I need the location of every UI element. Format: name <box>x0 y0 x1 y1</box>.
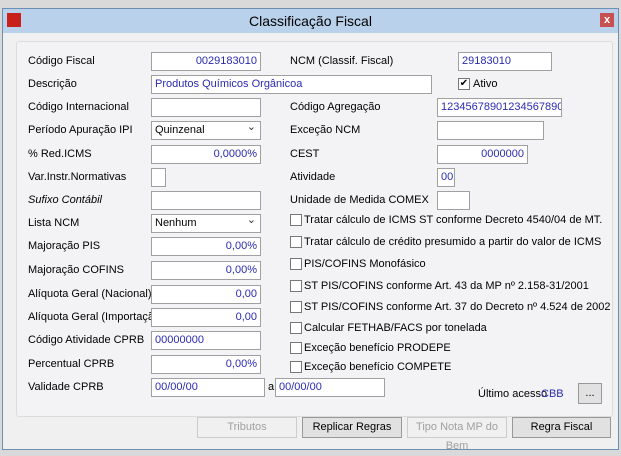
tributos-button[interactable]: Tributos <box>197 417 297 438</box>
left-field-label: % Red.ICMS <box>28 148 92 160</box>
right-field-label: CEST <box>290 148 320 160</box>
right-field-label: Exceção NCM <box>290 124 361 136</box>
ultimo-acesso-label: Último acesso <box>478 388 548 400</box>
option-label: ST PIS/COFINS conforme Art. 43 da MP nº … <box>304 280 589 292</box>
left-field-input[interactable]: 0,0000% <box>151 145 261 164</box>
ultimo-acesso-value: CBB <box>541 388 564 400</box>
right-field-input[interactable]: 12345678901234567890 <box>437 98 562 117</box>
left-field-input[interactable] <box>151 168 166 187</box>
right-field-input[interactable] <box>437 191 470 210</box>
ativo-checkbox[interactable]: ✔ <box>458 78 470 90</box>
option-label: PIS/COFINS Monofásico <box>304 258 426 270</box>
app-logo-icon <box>7 13 21 27</box>
more-button[interactable]: ... <box>578 383 602 404</box>
left-field-input[interactable] <box>151 98 261 117</box>
option-checkbox[interactable] <box>290 322 302 334</box>
left-field-input[interactable]: Produtos Químicos Orgânicoa <box>151 75 432 94</box>
option-checkbox[interactable] <box>290 301 302 313</box>
left-field-label: Período Apuração IPI <box>28 124 133 136</box>
right-field-input[interactable]: 0000000 <box>437 145 528 164</box>
right-field-label: Atividade <box>290 171 336 183</box>
ativo-label: Ativo <box>473 78 498 90</box>
option-label: Calcular FETHAB/FACS por tonelada <box>304 322 487 334</box>
replicar-regras-button[interactable]: Replicar Regras <box>302 417 402 438</box>
left-field-label: Majoração PIS <box>28 240 101 252</box>
left-field-select[interactable]: Nenhum <box>151 214 261 233</box>
left-field-label: Alíquota Geral (Nacional) <box>28 288 152 300</box>
regra-fiscal-button[interactable]: Regra Fiscal <box>512 417 611 438</box>
left-field-input[interactable]: 0,00% <box>151 237 261 256</box>
validade-from-input[interactable]: 00/00/00 <box>151 378 265 397</box>
right-field-label: Código Agregação <box>290 101 381 113</box>
left-field-input[interactable]: 0,00 <box>151 285 261 304</box>
validade-to-input[interactable]: 00/00/00 <box>275 378 385 397</box>
option-checkbox[interactable] <box>290 342 302 354</box>
right-field-label: Unidade de Medida COMEX <box>290 194 429 206</box>
right-field-input[interactable]: 002 <box>437 168 455 187</box>
title-bar[interactable]: Classificação Fiscal x <box>3 9 618 33</box>
left-field-label: Lista NCM <box>28 217 80 229</box>
tipo-nota-mp-button[interactable]: Tipo Nota MP do Bem <box>407 417 507 452</box>
left-field-input[interactable]: 0,00% <box>151 355 261 374</box>
left-field-label: Código Atividade CPRB <box>28 334 145 346</box>
validade-separator: a <box>268 381 275 393</box>
option-checkbox[interactable] <box>290 236 302 248</box>
left-field-label: Descrição <box>28 78 77 90</box>
option-checkbox[interactable] <box>290 258 302 270</box>
left-field-label: Código Internacional <box>28 101 129 113</box>
option-label: Exceção benefício PRODEPE <box>304 342 451 354</box>
close-button[interactable]: x <box>600 13 614 27</box>
validade-cprb-label: Validade CPRB <box>28 381 104 393</box>
right-field-label: NCM (Classif. Fiscal) <box>290 55 394 67</box>
left-field-label: Sufixo Contábil <box>28 194 102 206</box>
option-label: Tratar cálculo de crédito presumido a pa… <box>304 236 602 248</box>
option-label: Exceção benefício COMPETE <box>304 361 452 373</box>
option-label: Tratar cálculo de ICMS ST conforme Decre… <box>304 214 603 226</box>
left-field-input[interactable]: 0,00 <box>151 308 261 327</box>
left-field-label: Código Fiscal <box>28 55 95 67</box>
left-field-input[interactable]: 00000000 <box>151 331 261 350</box>
left-field-select[interactable]: Quinzenal <box>151 121 261 140</box>
left-field-input[interactable] <box>151 191 261 210</box>
left-field-input[interactable]: 0,00% <box>151 261 261 280</box>
option-checkbox[interactable] <box>290 214 302 226</box>
option-checkbox[interactable] <box>290 280 302 292</box>
left-field-label: Alíquota Geral (Importação) <box>28 311 164 323</box>
option-label: ST PIS/COFINS conforme Art. 37 do Decret… <box>304 301 611 313</box>
right-field-input[interactable] <box>437 121 544 140</box>
left-field-label: Var.Instr.Normativas <box>28 171 127 183</box>
right-field-input[interactable]: 29183010 <box>458 52 552 71</box>
left-field-label: Majoração COFINS <box>28 264 124 276</box>
left-field-label: Percentual CPRB <box>28 358 115 370</box>
window-title: Classificação Fiscal <box>249 13 372 29</box>
left-field-input[interactable]: 0029183010 <box>151 52 261 71</box>
option-checkbox[interactable] <box>290 361 302 373</box>
